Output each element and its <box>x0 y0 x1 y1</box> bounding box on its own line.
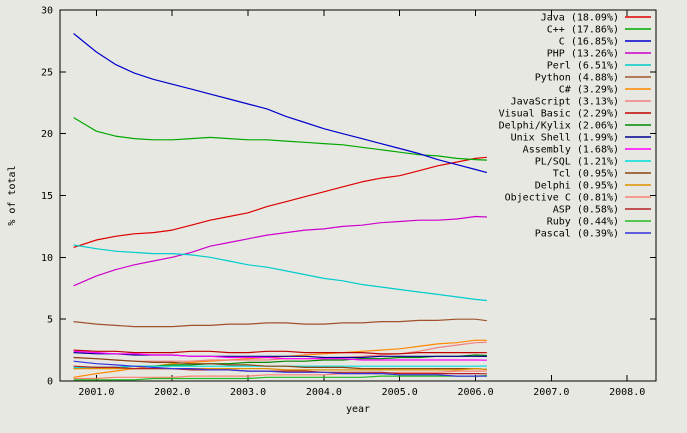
x-tick-label: 2005.0 <box>382 387 418 398</box>
series-line-python <box>73 318 487 328</box>
legend-label-delphi-kylix: Delphi/Kylix (2.06%) <box>499 121 619 132</box>
legend-label-python: Python (4.88%) <box>535 73 619 84</box>
legend: Java (18.09%)C++ (17.86%)C (16.85%)PHP (… <box>499 13 651 240</box>
legend-item: Delphi (0.95%) <box>535 181 651 192</box>
legend-item: PL/SQL (1.21%) <box>535 157 651 168</box>
legend-label-c-: C++ (17.86%) <box>547 25 619 36</box>
legend-item: JavaScript (3.13%) <box>511 97 651 108</box>
legend-item: Tcl (0.95%) <box>553 169 651 180</box>
legend-item: ASP (0.58%) <box>553 205 651 216</box>
x-tick-label: 2001.0 <box>78 387 114 398</box>
series-line-objective-c <box>73 370 487 380</box>
legend-label-asp: ASP (0.58%) <box>553 205 619 216</box>
legend-label-delphi: Delphi (0.95%) <box>535 181 619 192</box>
legend-item: PHP (13.26%) <box>547 49 651 60</box>
y-tick-label: 10 <box>41 253 53 264</box>
y-tick-label: 30 <box>41 6 53 17</box>
legend-item: Delphi/Kylix (2.06%) <box>499 121 651 132</box>
legend-label-pascal: Pascal (0.39%) <box>535 229 619 240</box>
legend-label-c: C (16.85%) <box>559 37 619 48</box>
y-tick-label: 15 <box>41 191 53 202</box>
series-line-c <box>73 33 488 174</box>
legend-label-tcl: Tcl (0.95%) <box>553 169 619 180</box>
y-tick-label: 20 <box>41 129 53 140</box>
y-tick-label: 5 <box>47 315 53 326</box>
legend-label-c-: C# (3.29%) <box>559 85 619 96</box>
series-lines <box>73 33 488 381</box>
series-line-assembly <box>73 350 487 361</box>
legend-item: Objective C (0.81%) <box>505 193 651 204</box>
legend-label-perl: Perl (6.51%) <box>547 61 619 72</box>
legend-label-unix-shell: Unix Shell (1.99%) <box>511 133 619 144</box>
legend-item: C++ (17.86%) <box>547 25 651 36</box>
y-tick-label: 0 <box>47 377 53 388</box>
series-line-tcl <box>73 356 487 370</box>
series-line-php <box>73 215 487 287</box>
legend-label-java: Java (18.09%) <box>541 13 619 24</box>
legend-label-pl-sql: PL/SQL (1.21%) <box>535 157 619 168</box>
legend-label-objective-c: Objective C (0.81%) <box>505 193 619 204</box>
y-tick-label: 25 <box>41 67 53 78</box>
legend-item: Python (4.88%) <box>535 73 651 84</box>
legend-item: C# (3.29%) <box>559 85 651 96</box>
legend-label-ruby: Ruby (0.44%) <box>547 217 619 228</box>
x-tick-label: 2007.0 <box>533 387 569 398</box>
series-line-pascal <box>73 360 487 377</box>
x-tick-label: 2006.0 <box>457 387 493 398</box>
x-tick-label: 2002.0 <box>154 387 190 398</box>
series-line-perl <box>73 244 487 302</box>
series-line-ruby <box>73 375 487 381</box>
series-line-java <box>73 156 487 248</box>
legend-item: Perl (6.51%) <box>547 61 651 72</box>
series-line-visual-basic <box>73 349 487 355</box>
legend-item: C (16.85%) <box>559 37 651 48</box>
y-axis-label: % of total <box>7 165 18 225</box>
legend-item: Pascal (0.39%) <box>535 229 651 240</box>
legend-item: Visual Basic (2.29%) <box>499 109 651 120</box>
legend-label-visual-basic: Visual Basic (2.29%) <box>499 109 619 120</box>
legend-item: Ruby (0.44%) <box>547 217 651 228</box>
legend-item: Assembly (1.68%) <box>523 145 651 156</box>
series-line-asp <box>73 365 487 375</box>
legend-label-javascript: JavaScript (3.13%) <box>511 97 619 108</box>
x-axis-label: year <box>346 404 370 415</box>
legend-label-assembly: Assembly (1.68%) <box>523 145 619 156</box>
legend-item: Unix Shell (1.99%) <box>511 133 651 144</box>
legend-label-php: PHP (13.26%) <box>547 49 619 60</box>
x-tick-label: 2004.0 <box>306 387 342 398</box>
x-tick-label: 2003.0 <box>230 387 266 398</box>
x-tick-label: 2008.0 <box>609 387 645 398</box>
legend-item: Java (18.09%) <box>541 13 651 24</box>
